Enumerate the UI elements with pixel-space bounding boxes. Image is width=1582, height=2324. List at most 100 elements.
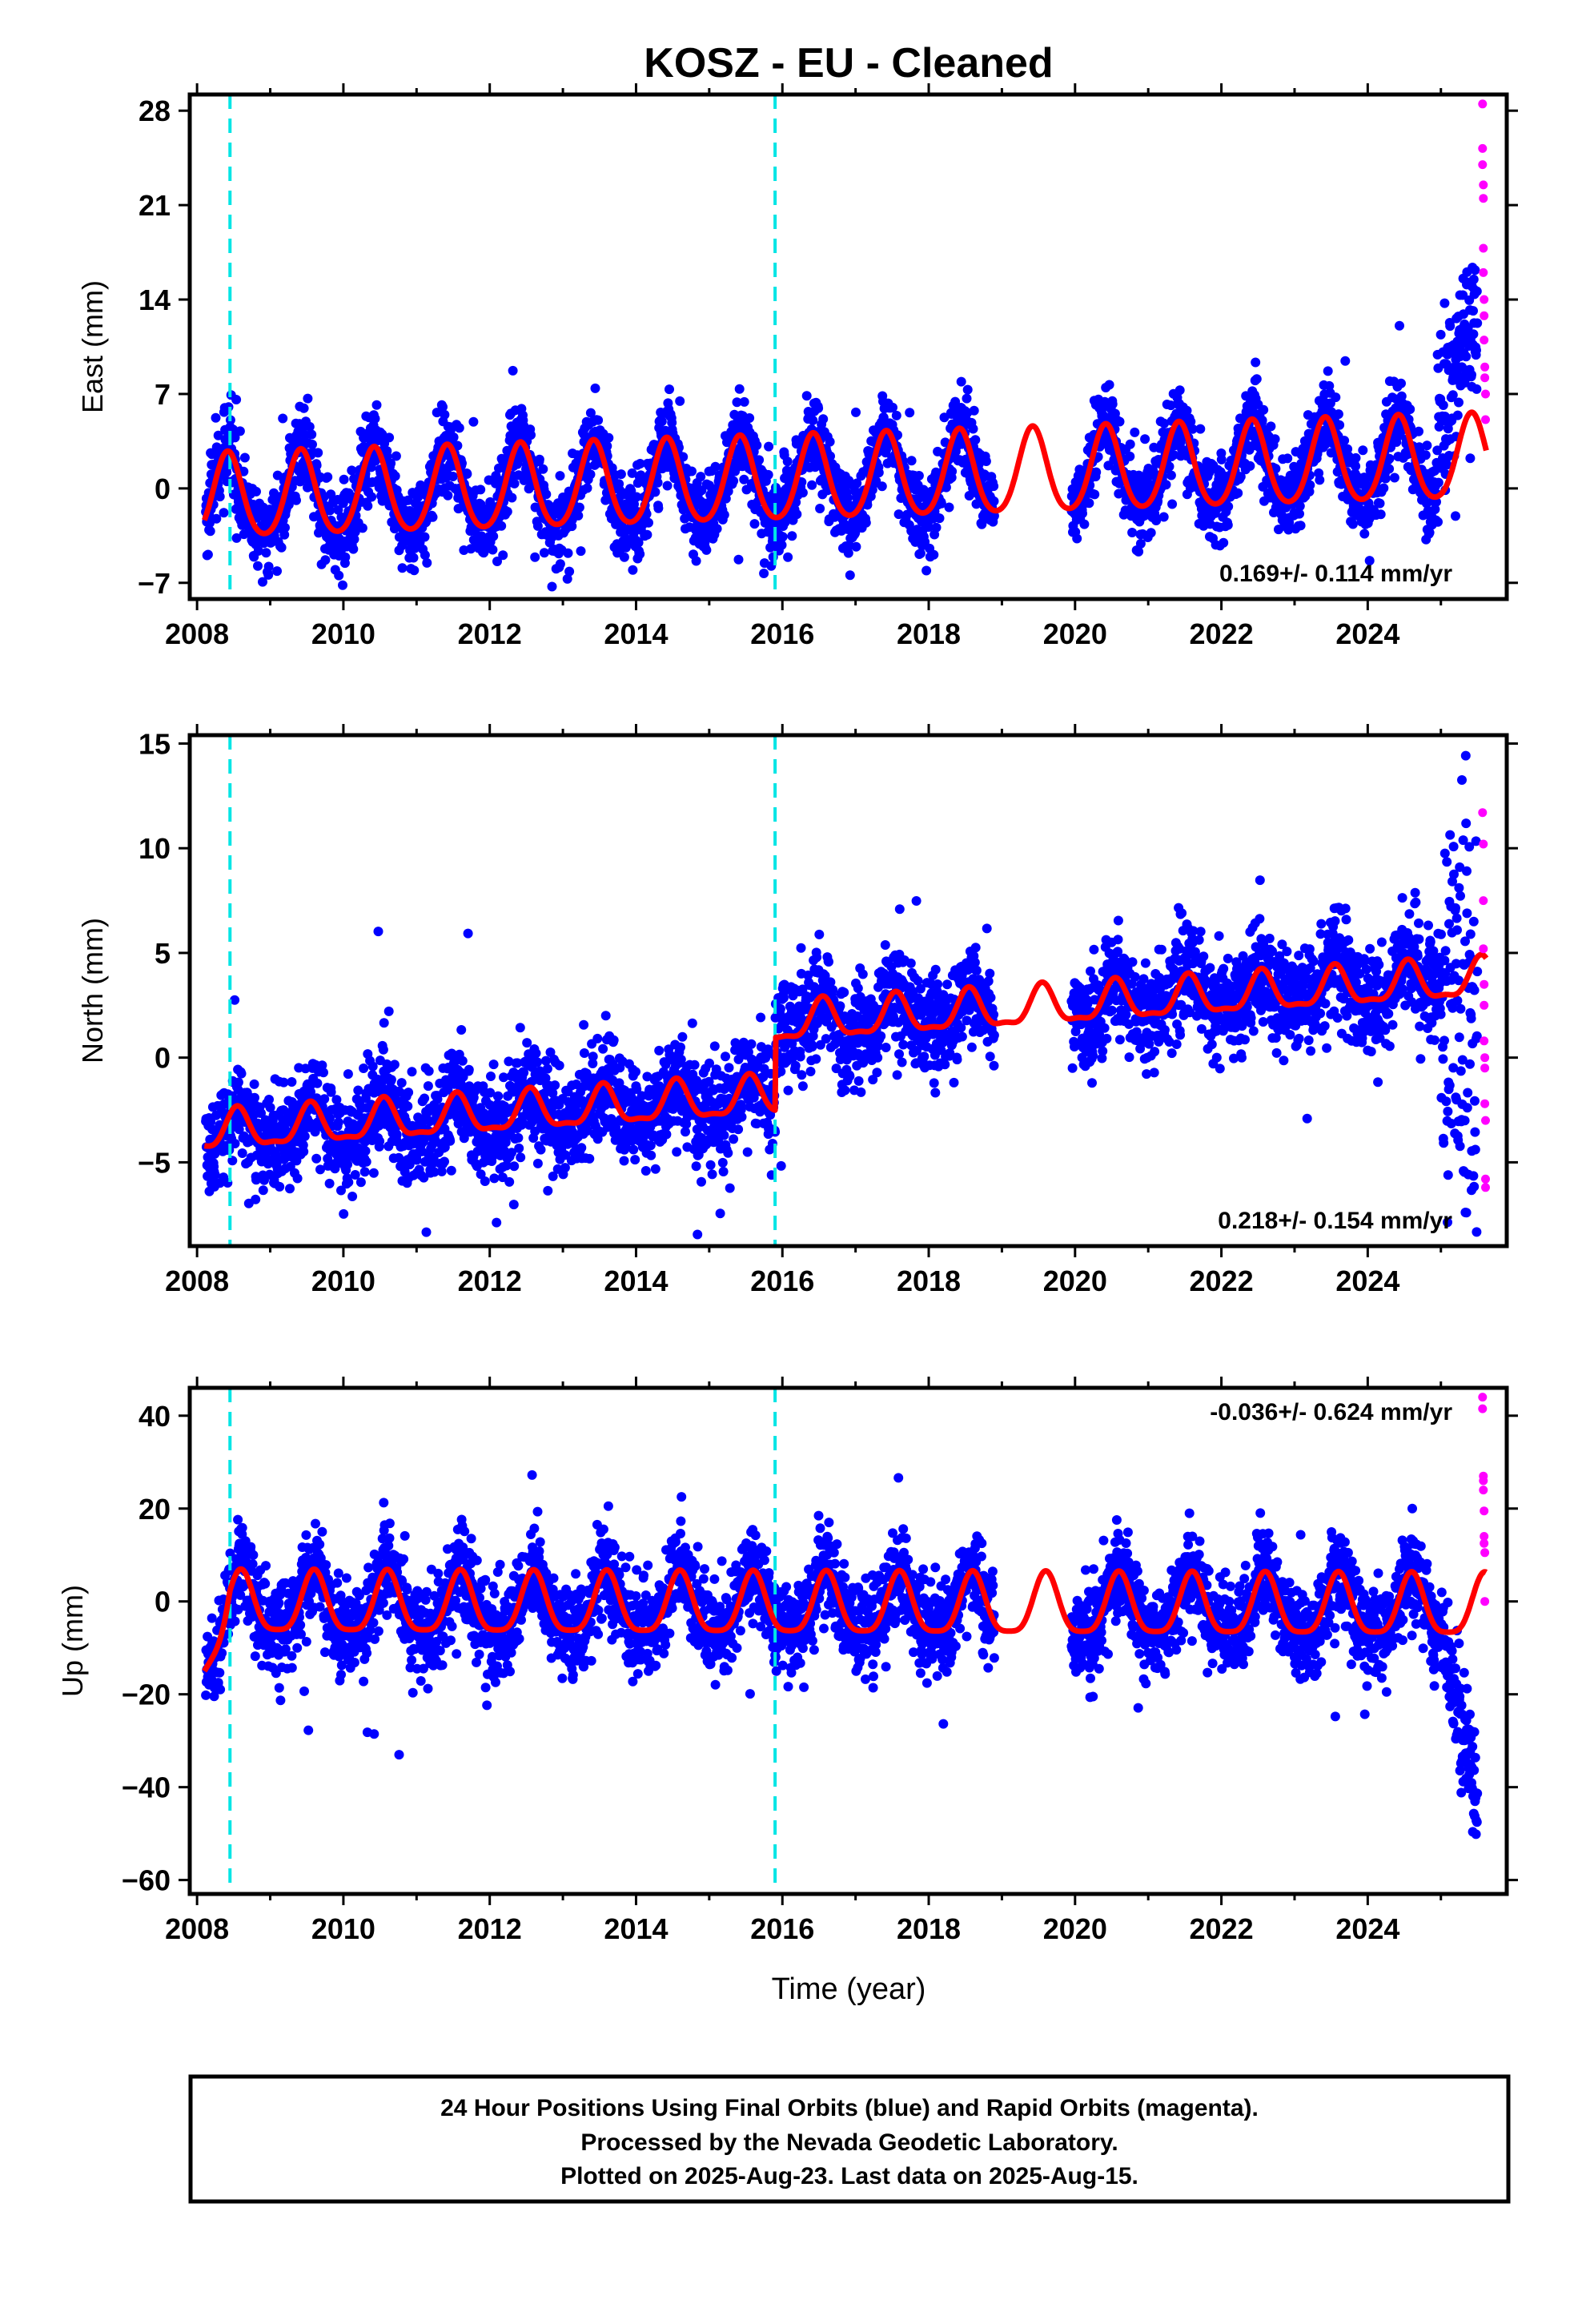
final-orbit-point [792, 509, 802, 520]
final-orbit-point [339, 1208, 349, 1219]
final-orbit-point [1438, 400, 1448, 410]
y-tick-label: 0 [155, 472, 171, 505]
final-orbit-point [324, 1178, 335, 1188]
final-orbit-point [379, 1018, 389, 1028]
final-orbit-point [299, 403, 309, 413]
final-orbit-point [1127, 528, 1138, 537]
final-orbit-point [579, 1048, 589, 1058]
final-orbit-point [662, 480, 673, 491]
final-orbit-point [931, 522, 942, 533]
final-orbit-point [1335, 420, 1345, 430]
final-orbit-point [440, 1156, 449, 1167]
final-orbit-point [719, 509, 729, 520]
x-tick-label: 2018 [897, 617, 961, 650]
final-orbit-point [1251, 357, 1261, 368]
x-tick-label: 2012 [458, 617, 522, 650]
final-orbit-point [251, 486, 261, 497]
final-orbit-point [667, 417, 677, 428]
final-orbit-point [462, 468, 472, 479]
final-orbit-point [540, 1055, 551, 1066]
final-orbit-point [1380, 473, 1391, 484]
rapid-orbit-point [1478, 160, 1488, 170]
final-orbit-point [403, 495, 413, 505]
final-orbit-point [969, 405, 979, 416]
final-orbit-point [347, 1192, 358, 1201]
final-orbit-point [749, 519, 760, 529]
final-orbit-point [428, 512, 438, 522]
x-tick-label: 2010 [311, 617, 375, 650]
final-orbit-point [285, 1184, 295, 1194]
final-orbit-point [1167, 499, 1178, 509]
final-orbit-point [509, 1161, 520, 1172]
final-orbit-point [1114, 416, 1125, 427]
final-orbit-point [627, 468, 637, 478]
final-orbit-point [1166, 470, 1176, 480]
final-orbit-point [1305, 480, 1315, 490]
final-orbit-point [1451, 511, 1460, 521]
final-orbit-point [404, 1088, 414, 1098]
final-orbit-point [1359, 529, 1370, 539]
final-orbit-point [230, 1139, 240, 1148]
final-orbit-point [813, 403, 824, 413]
final-orbit-point [653, 503, 664, 513]
final-orbit-point [383, 1006, 394, 1016]
final-orbit-point [554, 1060, 564, 1071]
final-orbit-point [457, 1055, 468, 1066]
final-orbit-point [929, 549, 939, 560]
final-orbit-point [652, 477, 663, 488]
final-orbit-point [307, 440, 317, 449]
final-orbit-point [1125, 451, 1135, 461]
final-orbit-point [251, 1194, 261, 1204]
final-orbit-point [632, 492, 642, 502]
final-orbit-point [1295, 521, 1306, 531]
final-orbit-point [420, 550, 430, 561]
final-orbit-point [1375, 509, 1386, 520]
final-orbit-point [633, 537, 644, 548]
final-orbit-point [1090, 489, 1100, 500]
final-orbit-point [1468, 274, 1479, 284]
final-orbit-point [360, 1146, 371, 1156]
final-orbit-point [486, 1072, 496, 1081]
final-orbit-point [550, 1080, 560, 1091]
final-orbit-point [1084, 498, 1094, 509]
final-orbit-point [453, 504, 464, 514]
final-orbit-point [1107, 399, 1118, 409]
final-orbit-point [389, 1059, 400, 1070]
final-orbit-point [530, 552, 540, 562]
final-orbit-point [1375, 498, 1385, 509]
final-orbit-point [378, 1044, 388, 1055]
final-orbit-point [1266, 421, 1276, 432]
y-tick-label: 7 [155, 378, 171, 411]
final-orbit-point [275, 1181, 285, 1192]
final-orbit-point [532, 1158, 543, 1168]
final-orbit-point [759, 569, 769, 578]
final-orbit-point [604, 432, 614, 443]
y-tick-label: 21 [139, 189, 171, 222]
final-orbit-point [502, 506, 512, 517]
final-orbit-point [276, 542, 287, 553]
final-orbit-point [1351, 461, 1361, 472]
final-orbit-point [454, 423, 464, 433]
final-orbit-point [423, 1081, 433, 1092]
final-orbit-point [424, 1066, 434, 1076]
final-orbit-point [339, 474, 349, 485]
final-orbit-point [801, 391, 812, 401]
final-orbit-point [739, 474, 749, 485]
rapid-orbit-point [1480, 336, 1489, 345]
y-tick-label: 28 [139, 94, 171, 127]
final-orbit-point [456, 1025, 467, 1035]
final-orbit-point [396, 1078, 407, 1088]
final-orbit-point [956, 376, 966, 387]
final-orbit-point [752, 440, 762, 450]
final-orbit-point [311, 1153, 322, 1164]
final-orbit-point [1422, 440, 1432, 451]
final-orbit-point [1245, 460, 1255, 471]
final-orbit-point [264, 1095, 274, 1104]
final-orbit-point [261, 548, 271, 558]
final-orbit-point [349, 534, 359, 545]
final-orbit-point [818, 414, 829, 424]
final-orbit-point [1396, 378, 1406, 388]
final-orbit-point [851, 407, 861, 417]
final-orbit-point [555, 471, 565, 481]
